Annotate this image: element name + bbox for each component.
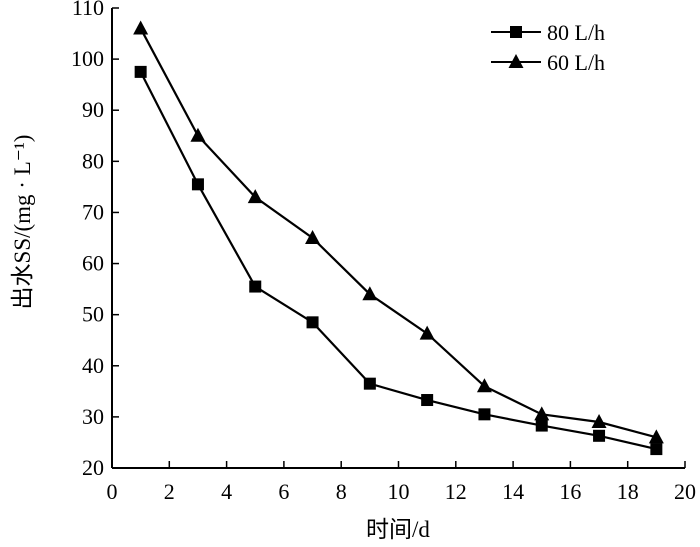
data-point bbox=[134, 65, 147, 78]
series-triangle bbox=[133, 20, 664, 444]
data-point bbox=[476, 378, 492, 393]
data-point bbox=[534, 406, 550, 421]
data-point bbox=[362, 286, 378, 301]
axes bbox=[111, 8, 685, 469]
series-line bbox=[139, 71, 657, 451]
series-layer bbox=[133, 20, 664, 456]
data-point bbox=[591, 414, 607, 428]
legend-label: 60 L/h bbox=[547, 50, 605, 75]
legend-marker bbox=[510, 26, 522, 38]
data-point bbox=[305, 230, 321, 244]
x-axis-title: 时间/d bbox=[366, 517, 430, 542]
y-tick-label: 110 bbox=[72, 0, 104, 20]
y-axis-ticks: 20 30 40 50 60 70 80 90 100 110 bbox=[71, 0, 119, 480]
data-point bbox=[133, 20, 149, 35]
y-tick-label: 80 bbox=[82, 148, 104, 173]
x-tick-label: 2 bbox=[164, 479, 175, 504]
x-tick-label: 20 bbox=[674, 479, 696, 504]
data-point bbox=[419, 325, 435, 340]
data-point bbox=[478, 408, 491, 421]
x-tick-label: 18 bbox=[617, 479, 639, 504]
x-axis-ticks: 0 2 4 6 8 10 12 14 16 18 20 bbox=[107, 461, 696, 504]
x-tick-label: 12 bbox=[445, 479, 467, 504]
data-point bbox=[363, 377, 376, 390]
y-tick-label: 70 bbox=[82, 199, 104, 224]
y-tick-label: 30 bbox=[82, 404, 104, 429]
data-point bbox=[593, 429, 606, 442]
data-point bbox=[247, 189, 263, 204]
y-tick-label: 60 bbox=[82, 251, 104, 276]
y-tick-label: 50 bbox=[82, 302, 104, 327]
x-tick-label: 4 bbox=[221, 479, 232, 504]
x-tick-label: 6 bbox=[278, 479, 289, 504]
x-tick-label: 16 bbox=[559, 479, 581, 504]
y-tick-label: 20 bbox=[82, 455, 104, 480]
data-point bbox=[648, 429, 664, 444]
data-point bbox=[421, 394, 434, 407]
data-point bbox=[535, 419, 548, 432]
data-point bbox=[190, 127, 206, 142]
data-point bbox=[249, 280, 262, 293]
x-tick-label: 0 bbox=[107, 479, 118, 504]
y-axis-title: 出水SS/(mg · L⁻¹) bbox=[10, 135, 35, 310]
x-tick-label: 10 bbox=[388, 479, 410, 504]
legend: 80 L/h 60 L/h bbox=[491, 20, 605, 75]
series-square bbox=[134, 65, 663, 456]
legend-item: 80 L/h bbox=[491, 20, 605, 45]
data-point bbox=[650, 443, 663, 456]
legend-marker bbox=[508, 54, 524, 68]
legend-label: 80 L/h bbox=[547, 20, 605, 45]
legend-item: 60 L/h bbox=[491, 50, 605, 75]
x-tick-label: 14 bbox=[502, 479, 524, 504]
y-tick-label: 90 bbox=[82, 97, 104, 122]
series-line bbox=[139, 27, 657, 439]
x-tick-label: 8 bbox=[336, 479, 347, 504]
y-tick-label: 100 bbox=[71, 46, 104, 71]
y-tick-label: 40 bbox=[82, 353, 104, 378]
data-point bbox=[306, 316, 319, 329]
data-point bbox=[191, 178, 204, 191]
